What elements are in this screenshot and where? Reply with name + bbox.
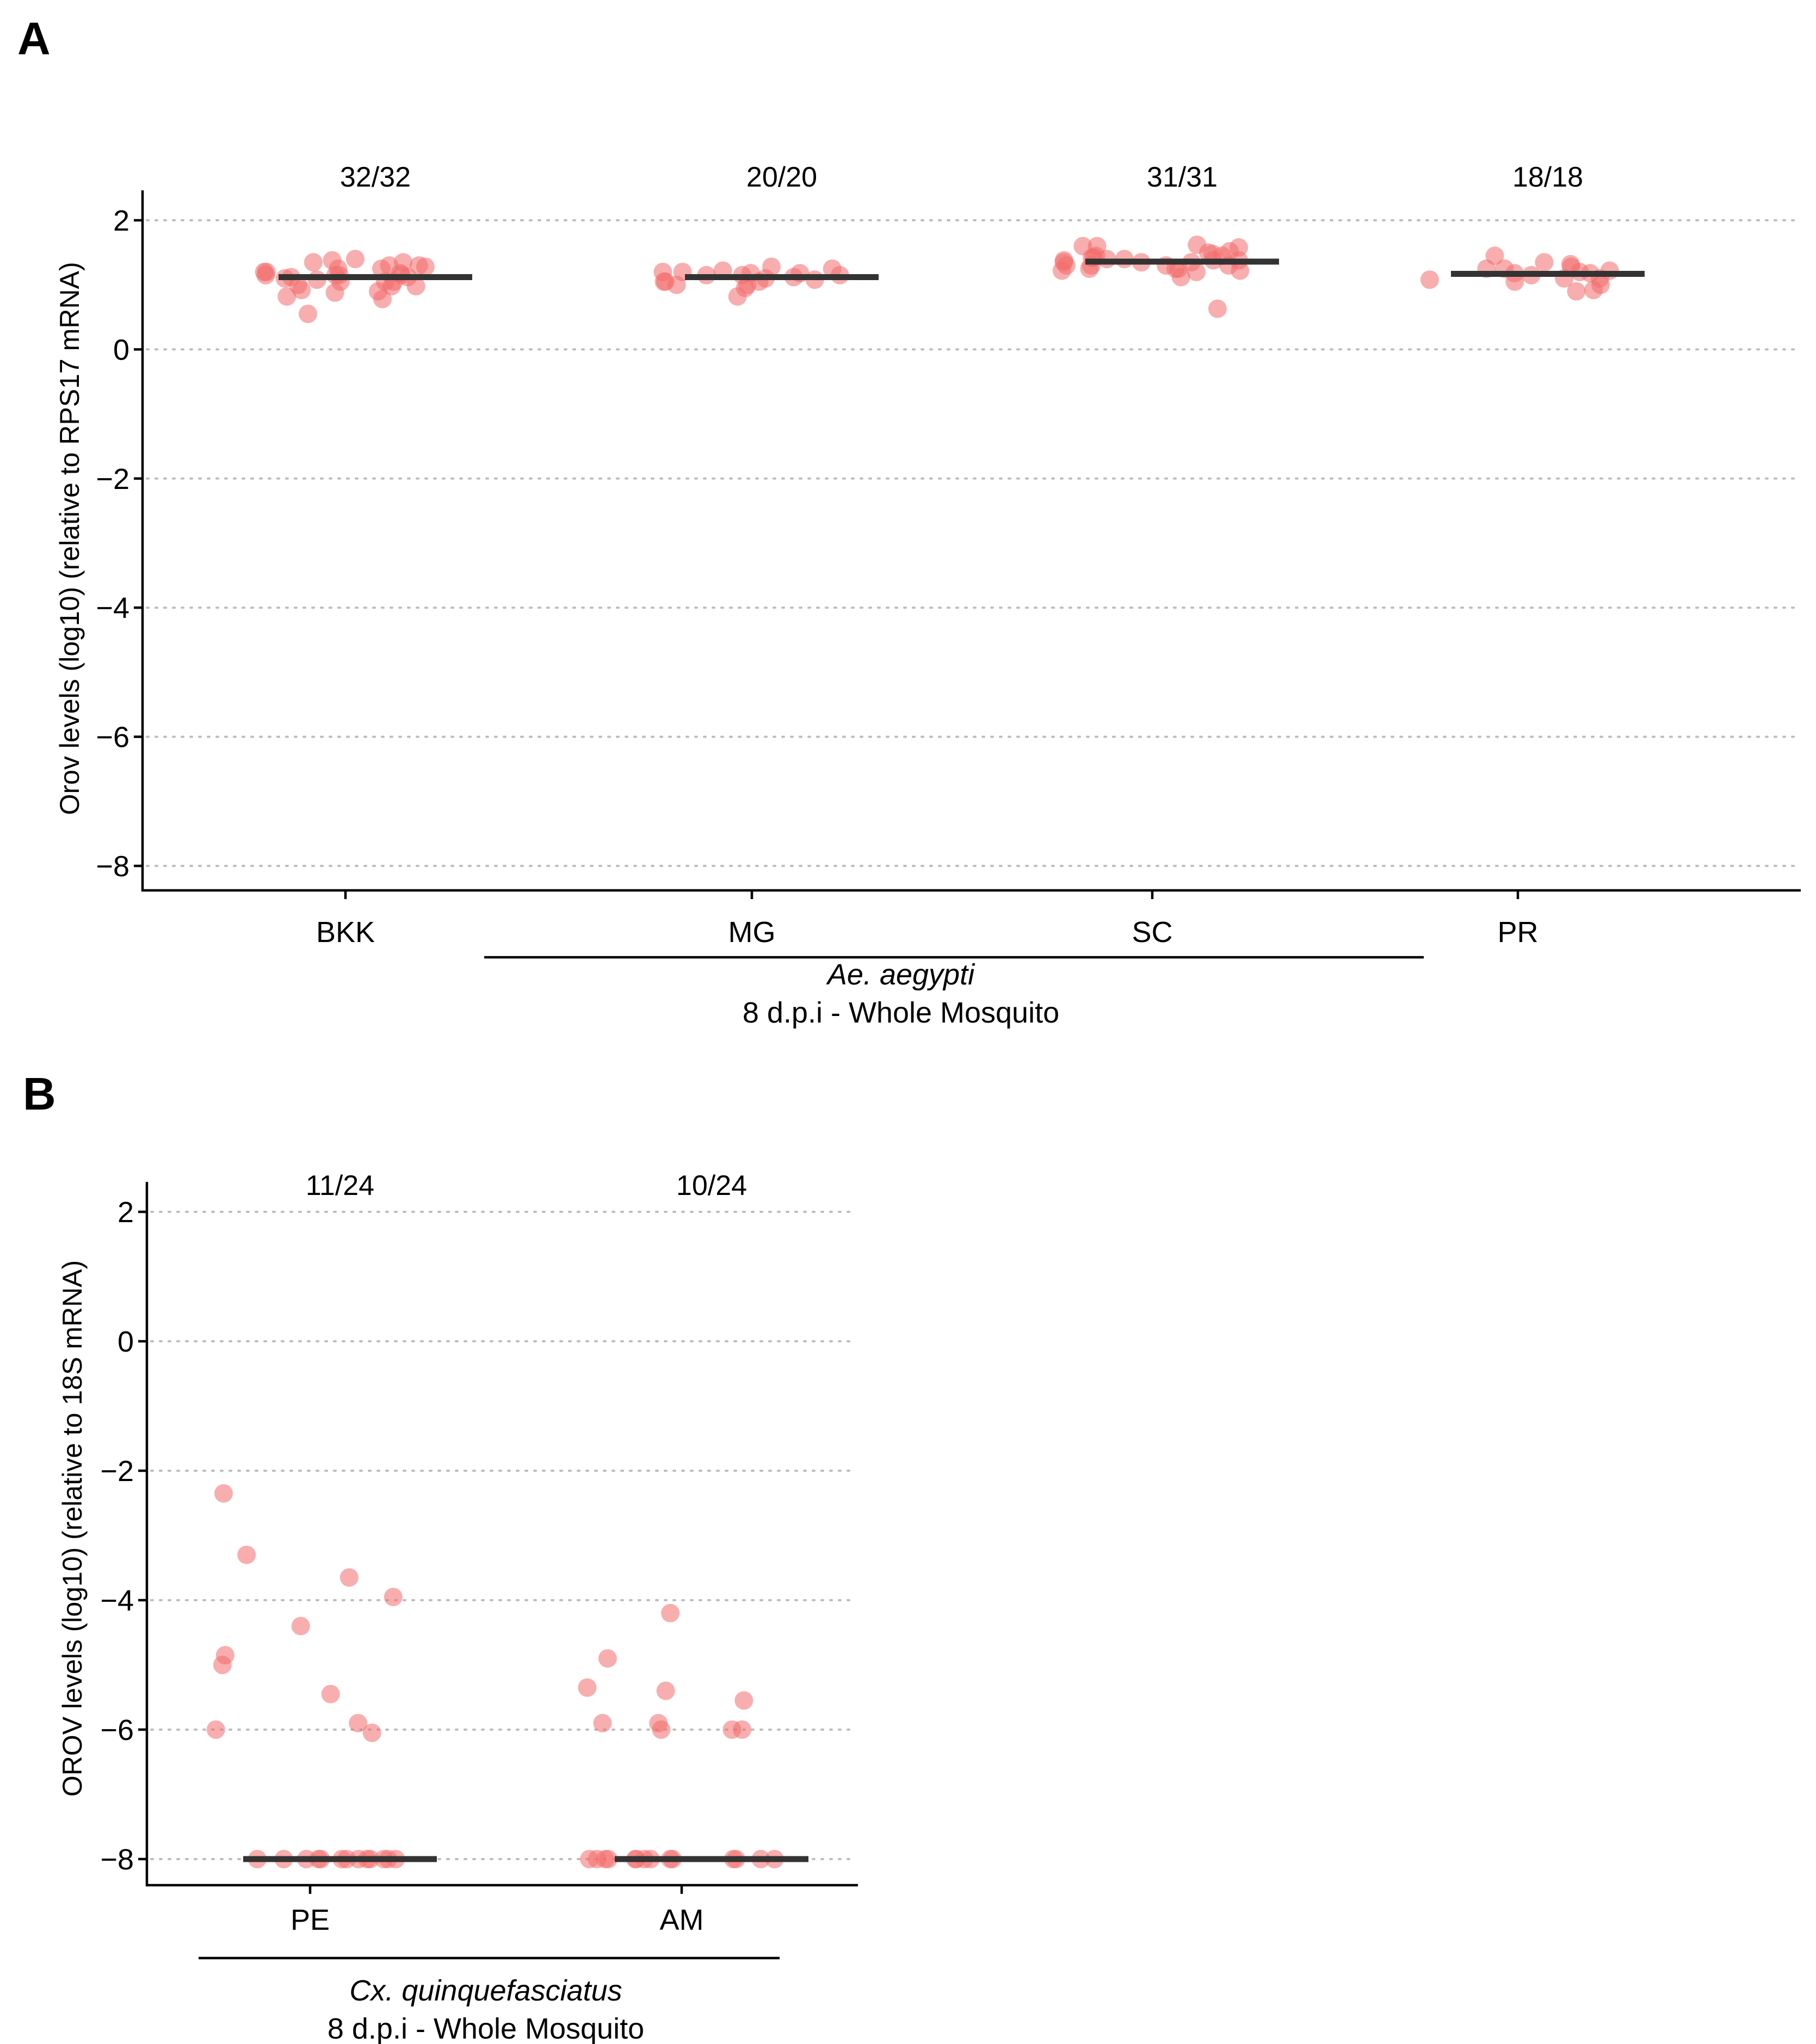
x-category-label: BKK bbox=[316, 916, 375, 949]
x-category-label: PR bbox=[1497, 916, 1538, 949]
data-point bbox=[394, 253, 412, 272]
positive-ratio-label: 10/24 bbox=[676, 1170, 747, 1201]
data-point bbox=[346, 250, 365, 269]
x-category-label: MG bbox=[728, 916, 776, 949]
data-point bbox=[823, 259, 842, 278]
data-point bbox=[349, 1714, 368, 1733]
data-point bbox=[384, 1588, 403, 1607]
data-point bbox=[409, 256, 428, 275]
data-point bbox=[277, 287, 297, 306]
axes-b bbox=[138, 1182, 858, 1894]
y-tick-label: −4 bbox=[100, 1584, 134, 1617]
y-tick-label: −8 bbox=[100, 1843, 134, 1876]
data-points-b bbox=[206, 1484, 784, 1868]
y-tick-label: 0 bbox=[118, 1325, 134, 1358]
data-point bbox=[362, 1723, 381, 1742]
tick-labels-b: 2 0 −2 −4 −6 −8 PE AM bbox=[100, 1196, 703, 1936]
data-point bbox=[728, 287, 747, 306]
data-point bbox=[656, 1681, 675, 1700]
median-lines-a bbox=[279, 258, 1645, 280]
dpi-label-b: 8 d.p.i - Whole Mosquito bbox=[328, 2012, 644, 2044]
grid-lines-b bbox=[150, 1211, 856, 1860]
y-tick-label: 2 bbox=[118, 1196, 134, 1229]
y-tick-label: 0 bbox=[113, 333, 129, 366]
y-axis-title-a: Orov levels (log10) (relative to RPS17 m… bbox=[54, 262, 85, 815]
panel-letter-b: B bbox=[23, 1068, 56, 1119]
data-point bbox=[206, 1720, 225, 1739]
panel-letter-a: A bbox=[17, 13, 51, 64]
species-label-b: Cx. quinquefasciatus bbox=[349, 1974, 622, 2007]
y-tick-label: −6 bbox=[96, 721, 129, 754]
ratio-labels-b: 11/24 10/24 bbox=[306, 1170, 747, 1201]
data-point bbox=[1535, 253, 1554, 272]
positive-ratio-label: 20/20 bbox=[746, 162, 817, 193]
data-point bbox=[1054, 251, 1073, 270]
data-point bbox=[661, 1603, 680, 1622]
ratio-labels-a: 32/32 20/20 31/31 18/18 bbox=[340, 162, 1583, 193]
data-point bbox=[406, 277, 425, 296]
data-point bbox=[291, 1616, 310, 1636]
data-point bbox=[733, 1720, 751, 1739]
positive-ratio-label: 18/18 bbox=[1512, 162, 1583, 193]
x-category-label: PE bbox=[291, 1904, 330, 1936]
x-category-label: SC bbox=[1132, 916, 1172, 949]
data-point bbox=[213, 1656, 232, 1674]
data-point bbox=[339, 1568, 359, 1587]
data-point bbox=[1485, 246, 1504, 265]
data-point bbox=[1208, 299, 1227, 318]
data-point bbox=[593, 1714, 612, 1733]
species-label-a: Ae. aegypti bbox=[826, 958, 975, 991]
y-axis-title-b: OROV levels (log10) (relative to 18S mRN… bbox=[57, 1260, 88, 1797]
y-tick-label: −2 bbox=[100, 1455, 134, 1488]
panel-b: B 2 0 −2 −4 −6 −8 PE AM 11/24 10/24 OROV levels … bbox=[23, 1068, 858, 2044]
y-tick-label: 2 bbox=[113, 205, 129, 237]
data-point bbox=[299, 305, 317, 324]
grid-lines-a bbox=[146, 219, 1799, 867]
data-point bbox=[325, 283, 344, 302]
positive-ratio-label: 31/31 bbox=[1147, 162, 1218, 193]
data-point bbox=[257, 263, 276, 281]
data-point bbox=[214, 1484, 233, 1503]
positive-ratio-label: 32/32 bbox=[340, 162, 411, 193]
data-point bbox=[598, 1649, 617, 1668]
tick-labels-a: 2 0 −2 −4 −6 −8 BKK MG SC PR bbox=[96, 205, 1538, 949]
y-tick-label: −4 bbox=[96, 592, 129, 624]
data-point bbox=[321, 1684, 340, 1704]
data-point bbox=[1567, 282, 1586, 301]
x-category-label: AM bbox=[660, 1904, 704, 1936]
y-tick-label: −8 bbox=[96, 850, 129, 883]
data-point bbox=[1420, 270, 1439, 289]
data-point bbox=[237, 1545, 256, 1564]
data-point bbox=[373, 289, 392, 308]
data-point bbox=[1188, 236, 1207, 255]
data-point bbox=[578, 1678, 597, 1697]
axes-a bbox=[134, 190, 1801, 899]
data-point bbox=[292, 281, 311, 300]
y-tick-label: −2 bbox=[96, 463, 129, 495]
panel-a: A 2 0 −2 −4 −6 −8 BKK MG SC PR 32/32 20/20 31/31 18/… bbox=[17, 13, 1801, 1029]
data-point bbox=[599, 1850, 618, 1868]
positive-ratio-label: 11/24 bbox=[306, 1170, 374, 1201]
y-tick-label: −6 bbox=[100, 1714, 134, 1746]
data-point bbox=[734, 1691, 753, 1710]
data-point bbox=[304, 253, 323, 272]
data-point bbox=[667, 275, 686, 294]
data-point bbox=[380, 256, 399, 275]
data-point bbox=[649, 1714, 668, 1733]
dpi-label-a: 8 d.p.i - Whole Mosquito bbox=[743, 996, 1059, 1029]
